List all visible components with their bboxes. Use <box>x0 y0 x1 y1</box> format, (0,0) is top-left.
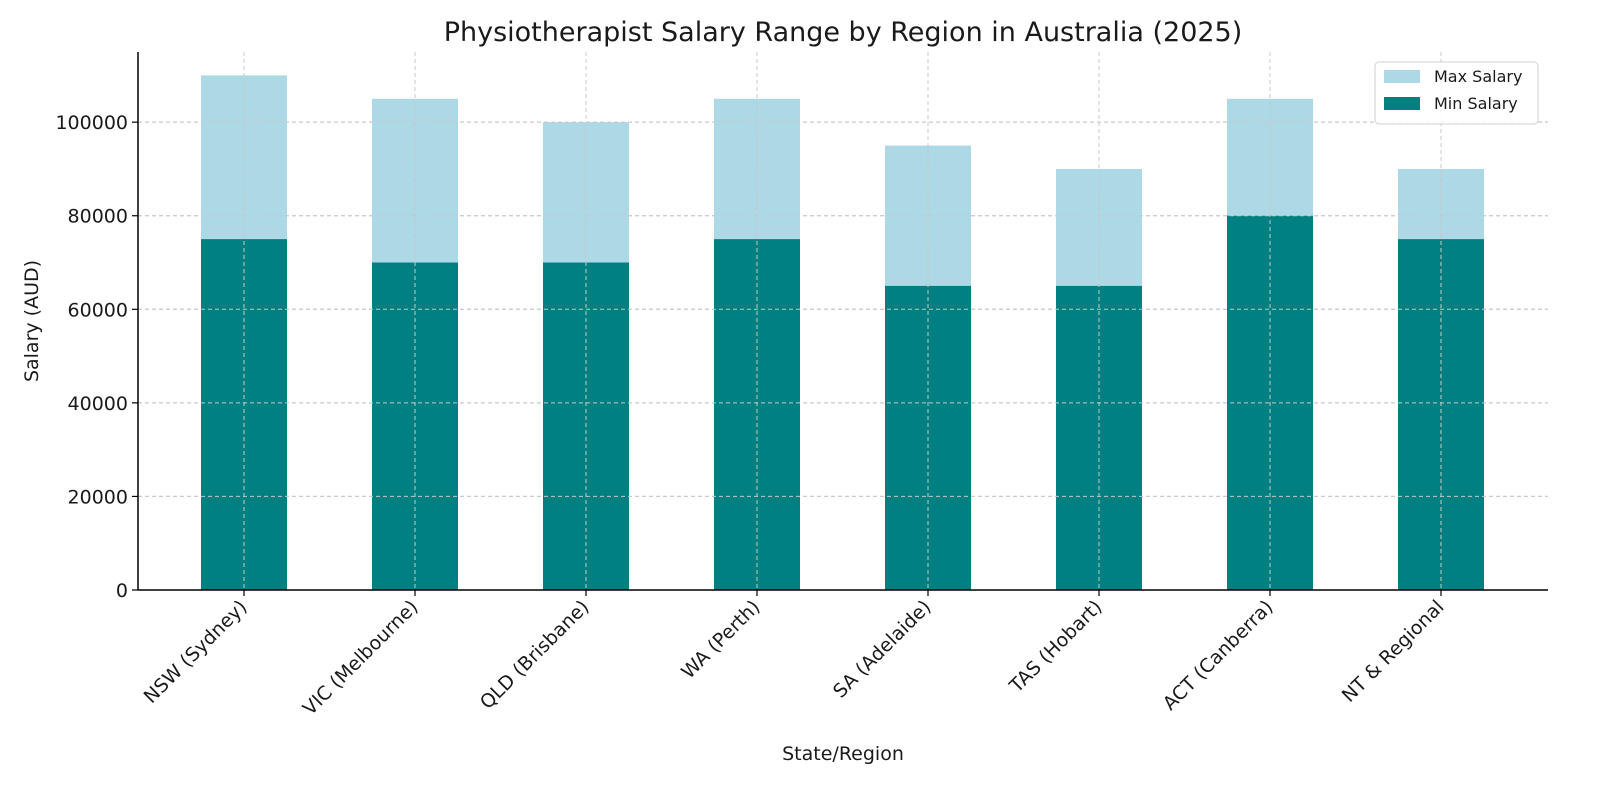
x-tick-label-tas-hobart: TAS (Hobart) <box>1005 596 1107 698</box>
bars-layer <box>138 52 1548 591</box>
y-tick-label-80000: 80000 <box>68 206 128 228</box>
legend-swatch-max-salary <box>1384 70 1420 83</box>
x-axis-title: State/Region <box>782 743 904 765</box>
y-tick-label-60000: 60000 <box>68 299 128 321</box>
y-tick-label-100000: 100000 <box>55 112 128 134</box>
legend-label-min-salary: Min Salary <box>1434 94 1518 113</box>
x-tick-label-sa-adelaide: SA (Adelaide) <box>829 596 936 703</box>
grid-layer <box>138 52 1548 591</box>
x-tick-label-wa-perth: WA (Perth) <box>677 596 764 683</box>
x-tick-label-vic-melbourne: VIC (Melbourne) <box>299 596 423 720</box>
legend-label-max-salary: Max Salary <box>1434 67 1522 86</box>
x-tick-label-qld-brisbane: QLD (Brisbane) <box>476 596 594 714</box>
x-tick-label-act-canberra: ACT (Canberra) <box>1159 596 1278 715</box>
y-tick-label-0: 0 <box>116 580 128 602</box>
legend: Max Salary Min Salary <box>1374 61 1539 125</box>
y-tick-label-20000: 20000 <box>68 486 128 508</box>
legend-swatch-min-salary <box>1384 97 1420 110</box>
x-tick-label-nsw-sydney: NSW (Sydney) <box>140 596 252 708</box>
y-tick-label-40000: 40000 <box>68 393 128 415</box>
axes-layer <box>132 52 1548 596</box>
chart-title: Physiotherapist Salary Range by Region i… <box>444 17 1243 48</box>
x-tick-label-nt-regional: NT & Regional <box>1338 596 1449 707</box>
y-axis-title: Salary (AUD) <box>21 260 43 382</box>
